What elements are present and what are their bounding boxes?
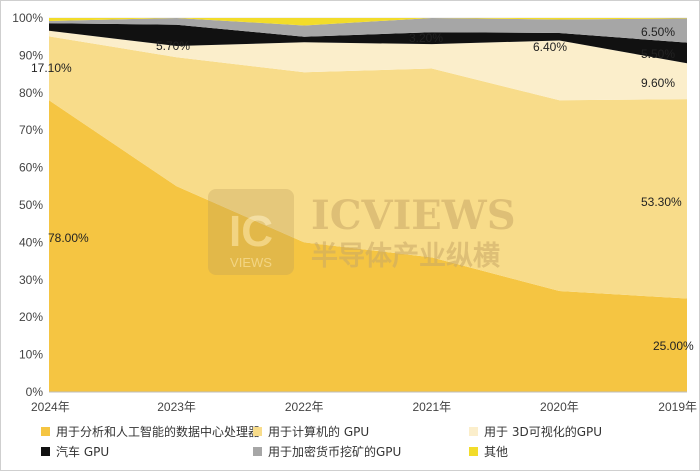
area-series-band [49, 100, 687, 392]
x-tick-label: 2023年 [157, 400, 196, 414]
data-label: 78.00% [48, 231, 89, 245]
watermark-brand: ICVIEWS [311, 192, 516, 239]
y-tick-label: 90% [19, 48, 43, 62]
x-tick-label: 2022年 [285, 400, 324, 414]
watermark-logo-bottom: VIEWS [230, 255, 272, 270]
watermark-logo-top: IC [229, 207, 273, 256]
legend-swatch [41, 427, 50, 436]
y-tick-label: 40% [19, 235, 43, 249]
y-tick-label: 20% [19, 310, 43, 324]
data-label: 25.00% [653, 339, 694, 353]
legend-label: 汽车 GPU [56, 445, 110, 459]
data-label: 9.60% [641, 76, 675, 90]
legend-item: 用于计算机的 GPU [253, 423, 369, 440]
data-label: 53.30% [641, 195, 682, 209]
legend-item: 用于加密货币挖矿的GPU [253, 443, 401, 460]
y-tick-label: 70% [19, 123, 43, 137]
y-tick-label: 30% [19, 273, 43, 287]
x-tick-label: 2020年 [540, 400, 579, 414]
legend-item: 用于分析和人工智能的数据中心处理器 [41, 423, 260, 440]
data-label: 6.40% [533, 40, 567, 54]
x-tick-label: 2024年 [31, 400, 70, 414]
area-series-band [49, 36, 687, 299]
y-tick-label: 80% [19, 86, 43, 100]
legend-item: 其他 [469, 443, 508, 460]
watermark: IC VIEWS ICVIEWS 半导体产业纵横 [208, 189, 516, 275]
legend-swatch [469, 447, 478, 456]
y-axis: 0% 10% 20% 30% 40% 50% 60% 70% 80% 90% 100% [12, 11, 43, 399]
data-label: 6.50% [641, 25, 675, 39]
legend-swatch [253, 447, 262, 456]
data-label: 3.20% [409, 31, 443, 45]
legend-item: 用于 3D可视化的GPU [469, 423, 602, 440]
y-tick-label: 100% [12, 11, 43, 25]
legend-swatch [469, 427, 478, 436]
legend-swatch [253, 427, 262, 436]
area-series-band [49, 18, 687, 26]
data-labels: 78.00% 17.10% 5.70% 3.20% 6.40% 6.50% 5.50% 9.6… [31, 25, 694, 353]
data-label: 5.50% [641, 47, 675, 61]
watermark-logo-box [208, 189, 294, 275]
x-tick-label: 2021年 [412, 400, 451, 414]
stacked-area-chart: IC VIEWS ICVIEWS 半导体产业纵横 0% 10% 20% 30% 40% 5… [12, 11, 697, 414]
legend-swatch [41, 447, 50, 456]
legend-item: 汽车 GPU [41, 443, 109, 460]
data-label: 17.10% [31, 61, 72, 75]
area-series-band [49, 30, 687, 101]
legend-label: 其他 [484, 445, 509, 459]
legend-label: 用于加密货币挖矿的GPU [268, 445, 402, 459]
legend-label: 用于分析和人工智能的数据中心处理器 [56, 425, 261, 439]
x-axis: 2024年 2023年 2022年 2021年 2020年 2019年 [31, 391, 697, 414]
legend-label: 用于计算机的 GPU [268, 425, 370, 439]
area-series [49, 18, 687, 392]
area-series-band [49, 18, 687, 43]
area-series-band [49, 23, 687, 64]
y-tick-label: 60% [19, 161, 43, 175]
legend-label: 用于 3D可视化的GPU [484, 425, 603, 439]
x-tick-label: 2019年 [658, 400, 697, 414]
y-tick-label: 0% [26, 385, 44, 399]
y-tick-label: 10% [19, 348, 43, 362]
watermark-brand-cn: 半导体产业纵横 [311, 241, 500, 272]
y-tick-label: 50% [19, 198, 43, 212]
data-label: 5.70% [156, 39, 190, 53]
